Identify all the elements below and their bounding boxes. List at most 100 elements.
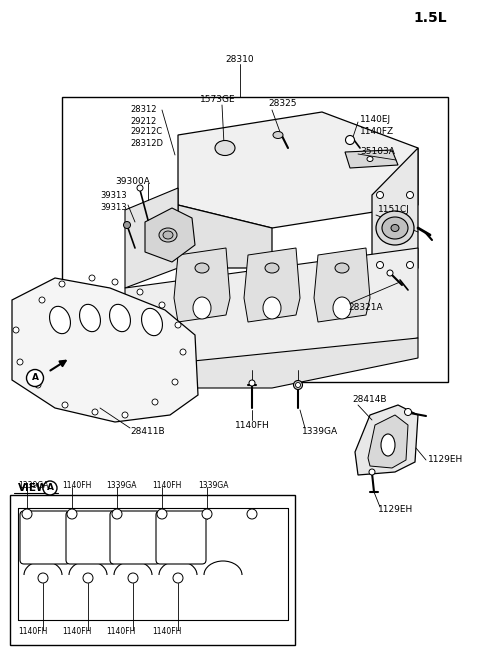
Circle shape: [346, 135, 355, 145]
Ellipse shape: [215, 141, 235, 156]
Circle shape: [405, 409, 411, 415]
Circle shape: [407, 191, 413, 198]
Circle shape: [369, 469, 375, 475]
Circle shape: [17, 359, 23, 365]
Circle shape: [62, 402, 68, 408]
Circle shape: [112, 509, 122, 519]
Polygon shape: [244, 248, 300, 322]
Ellipse shape: [195, 263, 209, 273]
Polygon shape: [125, 188, 178, 288]
Ellipse shape: [335, 263, 349, 273]
Ellipse shape: [333, 297, 351, 319]
Ellipse shape: [109, 304, 131, 332]
Text: 1339GA: 1339GA: [106, 480, 136, 489]
Text: 1129EH: 1129EH: [378, 505, 413, 514]
Circle shape: [249, 380, 255, 386]
Text: 1339GA: 1339GA: [18, 480, 48, 489]
Ellipse shape: [391, 225, 399, 231]
Ellipse shape: [273, 131, 283, 139]
Ellipse shape: [193, 297, 211, 319]
Circle shape: [376, 261, 384, 269]
Bar: [10, 495, 295, 645]
Circle shape: [39, 297, 45, 303]
Circle shape: [35, 382, 41, 388]
Circle shape: [407, 261, 413, 269]
Polygon shape: [355, 405, 418, 475]
Polygon shape: [345, 150, 398, 168]
Text: 28411B: 28411B: [131, 428, 165, 436]
Text: A: A: [32, 373, 38, 382]
Circle shape: [387, 270, 393, 276]
Circle shape: [67, 509, 77, 519]
Circle shape: [13, 327, 19, 333]
Polygon shape: [125, 338, 418, 388]
Circle shape: [172, 379, 178, 385]
Ellipse shape: [49, 306, 71, 334]
Polygon shape: [174, 248, 230, 322]
Circle shape: [152, 399, 158, 405]
Text: 1140FH: 1140FH: [62, 627, 91, 637]
Circle shape: [83, 573, 93, 583]
Text: 28321A: 28321A: [348, 304, 383, 313]
Text: 1140EJ: 1140EJ: [360, 116, 391, 124]
Text: 1140FH: 1140FH: [18, 627, 48, 637]
Ellipse shape: [376, 211, 414, 245]
Polygon shape: [178, 205, 272, 268]
Ellipse shape: [367, 156, 373, 162]
Circle shape: [38, 573, 48, 583]
Polygon shape: [178, 112, 418, 228]
Circle shape: [122, 412, 128, 418]
Polygon shape: [314, 248, 370, 322]
Ellipse shape: [263, 297, 281, 319]
Circle shape: [296, 382, 300, 388]
Text: 28312: 28312: [130, 106, 156, 114]
Ellipse shape: [142, 308, 162, 336]
Circle shape: [89, 275, 95, 281]
Ellipse shape: [163, 231, 173, 239]
Ellipse shape: [265, 263, 279, 273]
Circle shape: [157, 509, 167, 519]
Circle shape: [43, 481, 57, 495]
Text: 28414B: 28414B: [352, 396, 386, 405]
Circle shape: [202, 509, 212, 519]
Text: 28310: 28310: [226, 55, 254, 64]
FancyBboxPatch shape: [156, 511, 206, 564]
Polygon shape: [372, 148, 418, 300]
Text: 1140FH: 1140FH: [106, 627, 135, 637]
Text: 1129EH: 1129EH: [428, 455, 463, 464]
Circle shape: [376, 191, 384, 198]
Text: 29212C: 29212C: [130, 127, 162, 137]
Circle shape: [137, 289, 143, 295]
Text: 1140FZ: 1140FZ: [360, 127, 394, 135]
Text: 35103A: 35103A: [360, 148, 395, 156]
Polygon shape: [12, 278, 198, 422]
Circle shape: [59, 281, 65, 287]
Text: 39313: 39313: [100, 191, 127, 200]
Ellipse shape: [80, 304, 100, 332]
Circle shape: [92, 409, 98, 415]
Text: 28312D: 28312D: [130, 139, 163, 148]
FancyBboxPatch shape: [110, 511, 160, 564]
Text: 1573GE: 1573GE: [200, 95, 236, 104]
Circle shape: [247, 509, 257, 519]
Text: 28325: 28325: [268, 99, 297, 108]
Circle shape: [293, 380, 302, 390]
Polygon shape: [145, 208, 195, 262]
Polygon shape: [125, 248, 418, 368]
Text: 29212: 29212: [130, 116, 156, 125]
Circle shape: [123, 221, 131, 229]
FancyBboxPatch shape: [66, 511, 116, 564]
Ellipse shape: [382, 217, 408, 239]
Text: VIEW: VIEW: [18, 483, 48, 493]
Circle shape: [175, 322, 181, 328]
Circle shape: [159, 302, 165, 308]
Ellipse shape: [159, 228, 177, 242]
Circle shape: [137, 185, 143, 191]
Polygon shape: [368, 415, 408, 468]
Text: 1339GA: 1339GA: [302, 428, 338, 436]
Text: 39313: 39313: [100, 202, 127, 212]
Circle shape: [22, 509, 32, 519]
Text: 1151CJ: 1151CJ: [378, 206, 410, 214]
Circle shape: [128, 573, 138, 583]
Text: 1140FH: 1140FH: [152, 627, 181, 637]
